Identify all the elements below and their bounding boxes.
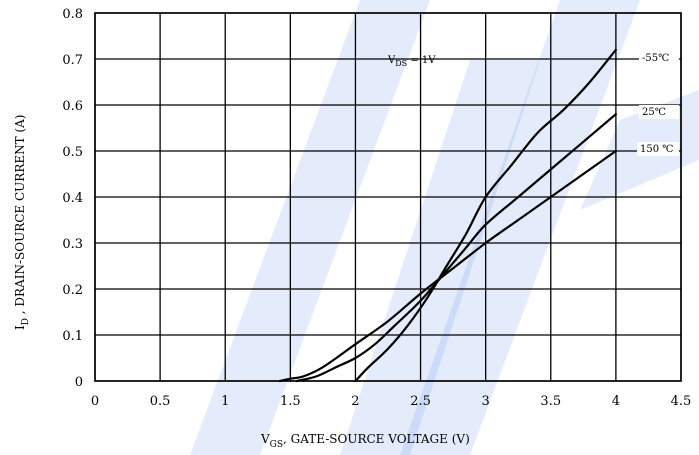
series-line xyxy=(354,48,617,383)
watermark-stripe xyxy=(190,0,430,455)
x-tick-label: 4.5 xyxy=(671,394,692,409)
y-tick-label: 0.1 xyxy=(62,329,83,344)
y-tick-label: 0.4 xyxy=(62,191,83,206)
x-tick-label: 3.5 xyxy=(540,394,561,409)
watermark-logo xyxy=(190,0,699,455)
x-tick-labels: 0 0.5 1 1.5 2 2.5 3 3.5 4 4.5 xyxy=(91,394,691,409)
series-label-bg xyxy=(637,142,679,156)
vds-annotation: VDS = 1V xyxy=(387,55,436,68)
plot-frame xyxy=(94,12,682,382)
x-tick-label: 1.5 xyxy=(280,394,301,409)
series-label-bg xyxy=(639,51,679,65)
x-tick-label: 0.5 xyxy=(150,394,171,409)
series-line xyxy=(295,113,617,383)
x-tick-label: 4 xyxy=(612,394,620,409)
y-tick-label: 0.8 xyxy=(62,7,83,22)
y-tick-labels: 0 0.1 0.2 0.3 0.4 0.5 0.6 0.7 0.8 xyxy=(62,7,83,390)
y-axis-label: ID , DRAIN-SOURCE CURRENT (A) xyxy=(13,115,31,330)
y-tick-label: 0 xyxy=(75,375,83,390)
x-tick-label: 1 xyxy=(221,394,229,409)
y-tick-label: 0.5 xyxy=(62,145,83,160)
x-axis-label: VGS, GATE-SOURCE VOLTAGE (V) xyxy=(260,432,470,450)
series-labels: -55℃ 25℃ 150 ℃ xyxy=(637,51,679,156)
watermark-stripe xyxy=(400,0,640,455)
y-tick-label: 0.7 xyxy=(62,53,83,68)
series-label-bg xyxy=(639,105,679,119)
x-tick-label: 2.5 xyxy=(410,394,431,409)
y-tick-label: 0.2 xyxy=(62,283,83,298)
chart-grid xyxy=(94,12,682,382)
y-tick-label: 0.3 xyxy=(62,237,83,252)
y-tick-label: 0.6 xyxy=(62,99,83,114)
series-line xyxy=(278,149,617,383)
x-tick-label: 3 xyxy=(482,394,490,409)
watermark-stripe xyxy=(340,60,540,455)
series-label: 150 ℃ xyxy=(640,144,673,155)
series-label: 25℃ xyxy=(642,107,666,118)
series-layer xyxy=(278,48,617,383)
x-tick-label: 2 xyxy=(351,394,359,409)
series-label: -55℃ xyxy=(642,53,669,64)
x-tick-label: 0 xyxy=(91,394,99,409)
